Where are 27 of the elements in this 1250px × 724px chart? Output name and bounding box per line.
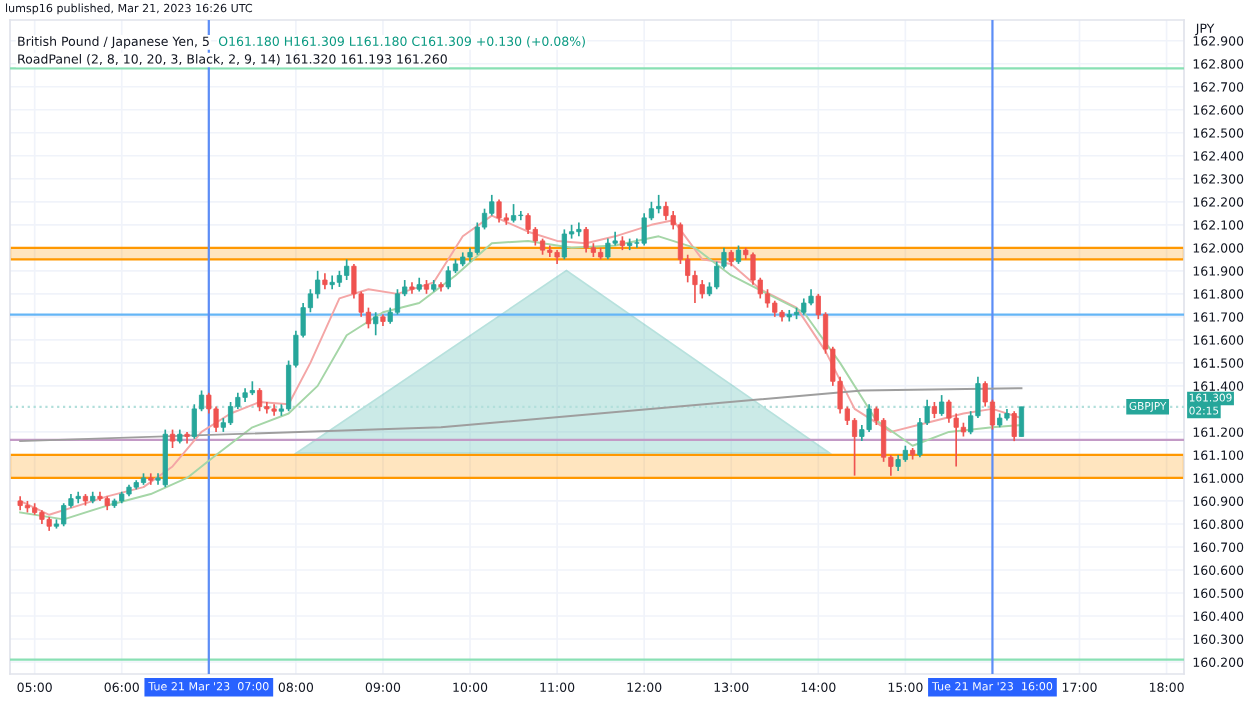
candlestick xyxy=(939,394,945,417)
candlestick xyxy=(663,200,669,222)
candlestick xyxy=(583,226,589,254)
candlestick xyxy=(169,428,176,449)
candlestick xyxy=(735,244,742,265)
candlestick xyxy=(61,502,67,528)
candlestick xyxy=(605,237,611,261)
candlestick xyxy=(474,221,480,256)
candlestick xyxy=(315,269,321,300)
candlestick xyxy=(227,401,234,426)
candlestick xyxy=(641,212,647,247)
candlestick xyxy=(699,279,705,300)
candlestick xyxy=(329,274,335,291)
candlestick xyxy=(656,194,662,215)
line-series xyxy=(19,387,1023,443)
candlestick xyxy=(373,311,379,337)
candlestick xyxy=(866,403,872,433)
candlestick xyxy=(1018,405,1025,438)
candlestick xyxy=(518,210,524,222)
candlestick xyxy=(496,198,502,224)
candlestick xyxy=(561,228,567,261)
candlestick xyxy=(394,288,401,316)
candlestick xyxy=(257,387,263,413)
candlestick xyxy=(1011,410,1017,442)
candlestick xyxy=(445,265,451,291)
candlestick xyxy=(344,258,350,281)
candlestick xyxy=(510,203,517,224)
